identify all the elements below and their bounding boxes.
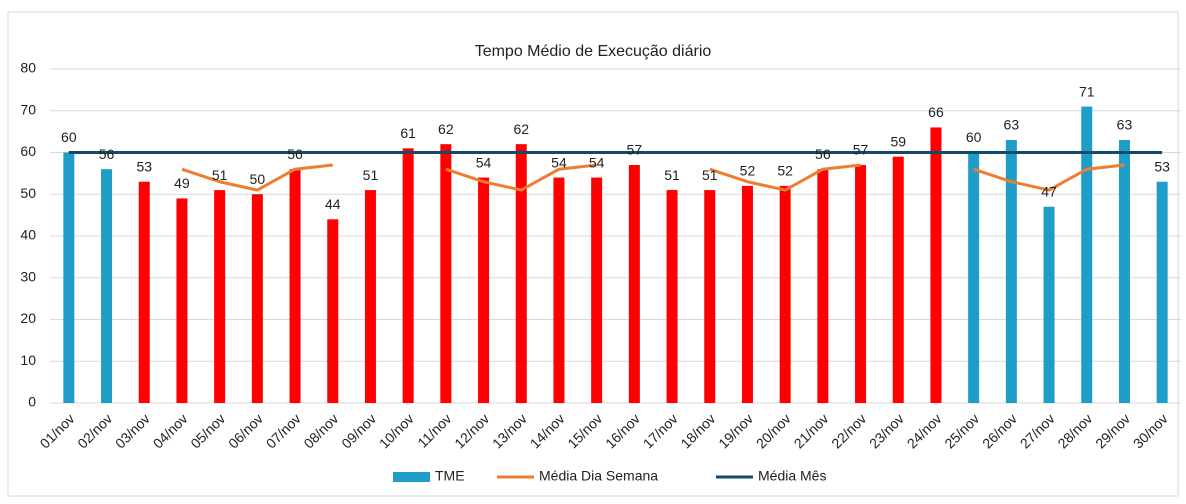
legend-label: TME	[435, 468, 465, 484]
bar	[402, 148, 414, 403]
legend-label: Média Dia Semana	[539, 468, 658, 484]
data-label: 52	[777, 163, 793, 179]
bar	[704, 190, 716, 403]
data-label: 51	[702, 167, 718, 183]
data-label: 59	[890, 133, 906, 149]
y-tick-label: 10	[20, 352, 36, 368]
bar	[1118, 139, 1130, 403]
bar	[1156, 181, 1168, 403]
bar	[138, 181, 150, 403]
bar	[628, 165, 640, 403]
data-label: 54	[476, 154, 492, 170]
data-label: 62	[438, 121, 454, 137]
y-tick-label: 50	[20, 185, 36, 201]
data-label: 60	[966, 129, 982, 145]
data-label: 51	[664, 167, 680, 183]
bar	[1043, 206, 1055, 403]
data-label: 53	[1154, 158, 1170, 174]
data-label: 71	[1079, 83, 1095, 99]
data-label: 50	[250, 171, 266, 187]
y-tick-label: 0	[28, 394, 36, 410]
data-label: 54	[551, 154, 567, 170]
data-label: 56	[287, 146, 303, 162]
bar	[101, 169, 113, 403]
bar	[515, 144, 527, 403]
data-label: 49	[174, 175, 190, 191]
y-tick-label: 40	[20, 227, 36, 243]
bar	[666, 190, 678, 403]
data-label: 44	[325, 196, 341, 212]
data-label: 56	[815, 146, 831, 162]
bar	[289, 169, 301, 403]
data-label: 60	[61, 129, 77, 145]
legend-swatch	[393, 472, 430, 482]
y-tick-label: 20	[20, 310, 36, 326]
bar	[930, 127, 942, 403]
bar	[251, 194, 263, 403]
data-label: 53	[136, 158, 152, 174]
bar	[591, 177, 603, 403]
bar	[741, 185, 753, 403]
legend-label: Média Mês	[758, 468, 826, 484]
chart-title: Tempo Médio de Execução diário	[475, 43, 712, 60]
bar	[364, 190, 376, 403]
line-series	[181, 163, 1125, 192]
bar	[214, 190, 226, 403]
data-label: 57	[627, 142, 643, 158]
data-label: 47	[1041, 183, 1057, 199]
data-label: 63	[1004, 117, 1020, 133]
y-tick-label: 30	[20, 268, 36, 284]
bar	[892, 156, 904, 403]
data-label: 62	[513, 121, 529, 137]
data-label: 54	[589, 154, 605, 170]
data-label: 66	[928, 104, 944, 120]
bar	[478, 177, 490, 403]
data-label: 52	[740, 163, 756, 179]
bar	[440, 144, 452, 403]
bar	[327, 219, 339, 403]
bar	[779, 185, 791, 403]
data-label: 57	[853, 142, 869, 158]
y-tick-label: 80	[20, 60, 36, 76]
data-label: 51	[363, 167, 379, 183]
data-label: 63	[1117, 117, 1133, 133]
bar	[855, 165, 867, 403]
y-tick-label: 70	[20, 101, 36, 117]
bar	[176, 198, 188, 403]
bar	[968, 152, 980, 403]
y-tick-label: 60	[20, 143, 36, 159]
bar	[1005, 139, 1017, 403]
bar	[553, 177, 565, 403]
bar	[817, 169, 829, 403]
bar	[63, 152, 75, 403]
data-label: 56	[99, 146, 115, 162]
bar	[1081, 106, 1093, 403]
data-label: 61	[400, 125, 416, 141]
data-label: 51	[212, 167, 228, 183]
